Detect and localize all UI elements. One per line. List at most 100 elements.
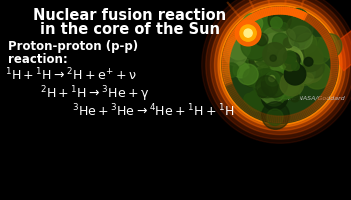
Wedge shape [327,83,334,89]
Text: $\mathregular{{}^{3}He + {}^{3}He \rightarrow {}^{4}He + {}^{1}H + {}^{1}H}$: $\mathregular{{}^{3}He + {}^{3}He \right… [72,103,234,120]
Circle shape [266,26,290,51]
Circle shape [293,62,315,84]
Circle shape [262,102,289,129]
Circle shape [267,109,283,125]
Circle shape [247,90,268,111]
Circle shape [284,52,300,68]
Wedge shape [321,30,328,36]
Circle shape [280,72,304,96]
Circle shape [290,93,299,102]
Wedge shape [223,51,231,55]
Circle shape [258,87,268,98]
Wedge shape [331,62,338,65]
Wedge shape [300,12,305,19]
Wedge shape [325,37,332,43]
Circle shape [277,49,284,56]
Circle shape [265,69,282,86]
Wedge shape [316,100,323,107]
Circle shape [255,48,262,55]
Wedge shape [302,12,307,20]
Wedge shape [329,78,336,83]
Wedge shape [324,35,331,41]
Wedge shape [289,115,293,122]
Wedge shape [228,36,236,42]
Wedge shape [330,73,337,77]
Wedge shape [318,97,325,104]
Circle shape [297,64,305,71]
Wedge shape [307,107,313,114]
Wedge shape [311,104,318,111]
Wedge shape [310,105,317,112]
Wedge shape [328,80,336,85]
Circle shape [232,49,245,61]
Circle shape [272,33,289,49]
Circle shape [281,47,300,67]
Wedge shape [308,16,314,24]
Wedge shape [242,19,249,26]
Circle shape [318,34,342,58]
Wedge shape [232,29,240,36]
Wedge shape [294,113,299,121]
Polygon shape [220,5,340,125]
Wedge shape [319,96,326,102]
Wedge shape [312,20,319,27]
Wedge shape [225,45,232,50]
Wedge shape [329,76,337,81]
Wedge shape [244,105,251,113]
Circle shape [261,27,287,53]
Wedge shape [238,23,245,30]
Circle shape [289,70,299,80]
Wedge shape [309,106,315,113]
Circle shape [259,63,270,74]
Wedge shape [234,96,241,103]
Wedge shape [231,92,238,98]
Circle shape [229,29,257,56]
Circle shape [265,72,280,86]
Circle shape [291,42,299,51]
Circle shape [280,23,288,31]
Wedge shape [268,115,272,122]
Wedge shape [287,115,291,122]
Circle shape [254,47,274,68]
Wedge shape [241,103,248,110]
Wedge shape [327,82,335,87]
Wedge shape [270,115,274,123]
Circle shape [279,29,295,45]
Wedge shape [275,7,278,14]
Wedge shape [235,26,242,33]
Circle shape [304,62,331,89]
Wedge shape [324,88,332,94]
Wedge shape [224,79,232,84]
Wedge shape [222,59,229,62]
Circle shape [305,37,331,64]
Wedge shape [297,10,302,18]
Wedge shape [257,10,263,18]
Wedge shape [291,114,295,122]
Wedge shape [256,11,261,19]
Wedge shape [243,104,249,111]
Wedge shape [331,58,338,61]
Circle shape [263,84,285,106]
Circle shape [268,8,291,31]
Wedge shape [282,116,285,123]
Wedge shape [247,107,254,115]
Wedge shape [232,94,239,100]
Text: Proton-proton (p-p): Proton-proton (p-p) [8,40,138,53]
Text: $\mathregular{{}^{1}H + {}^{1}H \rightarrow {}^{2}H + e^{+} + \nu}$: $\mathregular{{}^{1}H + {}^{1}H \rightar… [5,67,137,84]
Wedge shape [249,108,255,116]
Wedge shape [327,42,335,48]
Circle shape [244,93,255,105]
Circle shape [244,71,259,87]
Wedge shape [297,112,303,120]
Wedge shape [225,81,232,86]
Wedge shape [327,44,335,49]
Circle shape [251,62,270,81]
Wedge shape [299,111,305,119]
Circle shape [268,50,290,72]
Circle shape [270,64,291,85]
Wedge shape [317,25,324,32]
Circle shape [265,33,283,51]
Wedge shape [295,10,300,17]
Wedge shape [229,34,237,40]
Wedge shape [302,110,308,117]
